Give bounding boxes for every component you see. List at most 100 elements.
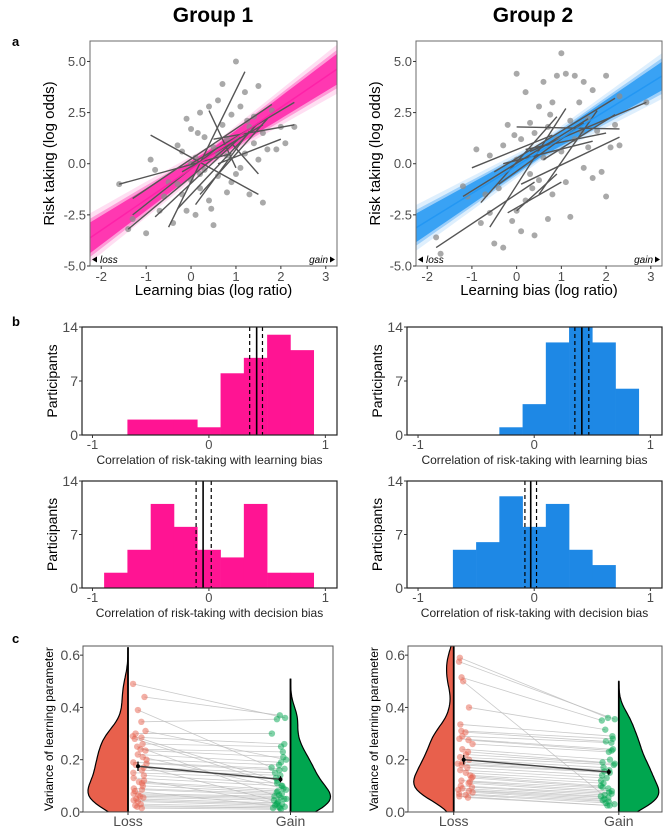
data-point	[603, 193, 610, 200]
histogram-bar	[127, 419, 151, 435]
data-point	[504, 121, 511, 128]
y-tick-label: 14	[387, 319, 403, 335]
paired-line	[137, 709, 272, 768]
paired-line	[137, 806, 274, 809]
x-tick-label: -2	[95, 269, 107, 284]
data-point	[228, 111, 235, 118]
loss-point	[138, 766, 146, 774]
data-point	[197, 109, 204, 116]
loss-point	[457, 766, 464, 774]
data-point	[206, 103, 213, 110]
data-point	[477, 220, 484, 227]
histogram-bar	[243, 503, 268, 588]
y-axis-title: Variance of learning parameter	[42, 647, 56, 811]
x-tick-label: 0	[205, 437, 212, 452]
data-point	[192, 211, 199, 218]
x-tick-label: 0	[205, 590, 212, 605]
gain-point	[281, 765, 288, 773]
paired-line	[140, 803, 280, 808]
participant-fit-line	[213, 124, 295, 140]
x-tick-label: 1	[322, 437, 329, 452]
data-point	[536, 177, 542, 184]
paired-line	[467, 767, 603, 776]
histogram-bar	[569, 549, 593, 588]
y-tick-label: 0.6	[61, 647, 81, 663]
data-point	[558, 50, 565, 57]
mean-connector	[137, 765, 281, 781]
participant-fit-line	[471, 134, 553, 169]
gain-point	[604, 802, 611, 809]
data-point	[255, 83, 262, 89]
paired-line	[460, 769, 607, 779]
data-point	[255, 156, 262, 163]
data-point	[580, 78, 587, 85]
data-point	[210, 222, 217, 229]
data-point	[518, 228, 525, 235]
histogram-bar	[545, 503, 570, 588]
regression-line	[90, 68, 337, 239]
x-tick-label: 0	[531, 437, 538, 452]
gain-point	[273, 715, 281, 723]
gain-violin	[289, 678, 332, 812]
participant-fit-line	[543, 114, 616, 161]
data-point	[495, 185, 502, 192]
histogram-bar	[452, 549, 477, 588]
y-tick-label: 0.0	[394, 156, 412, 171]
y-tick-label: 7	[70, 373, 78, 389]
x-tick-label: 1	[647, 590, 654, 605]
data-point	[616, 142, 623, 149]
gain-point	[598, 717, 606, 724]
paired-line	[461, 730, 613, 740]
y-tick-label: 0.4	[386, 699, 406, 715]
histogram-bar	[290, 350, 315, 435]
y-tick-label: 0.0	[68, 156, 86, 171]
data-point	[603, 72, 610, 79]
data-point	[576, 99, 583, 106]
data-point	[232, 170, 239, 177]
gain-point	[604, 714, 612, 722]
paired-line	[141, 718, 277, 723]
paired-line	[472, 743, 609, 753]
paired-line	[145, 750, 284, 758]
x-tick-label: -1	[87, 437, 99, 452]
y-tick-label: 7	[395, 527, 403, 543]
paired-line	[146, 759, 280, 766]
x-tick-label: 0	[531, 590, 538, 605]
chart-b-group1-learning: -1 0 1 0 7 14 Correlation of risk-taking with …	[44, 319, 338, 467]
data-point	[147, 156, 154, 163]
x-tick-label: Gain	[604, 813, 634, 827]
gain-point	[610, 761, 617, 769]
paired-line	[141, 737, 285, 745]
histogram-bar	[243, 357, 268, 435]
gain-point	[281, 714, 289, 722]
right-arrow-icon	[330, 256, 335, 263]
data-point	[589, 175, 596, 182]
plot-border	[82, 645, 334, 813]
gain-point	[277, 806, 285, 812]
paired-line	[462, 680, 615, 805]
data-point	[562, 179, 569, 186]
data-point	[459, 183, 466, 190]
left-arrow-icon	[418, 256, 423, 263]
x-axis-title: Learning bias (log ratio)	[135, 282, 293, 299]
participant-fit-line	[150, 134, 259, 196]
y-axis-title: Participants	[44, 344, 60, 417]
loss-annotation: loss	[426, 255, 444, 266]
y-tick-label: 0.2	[386, 752, 406, 768]
participant-fit-line	[493, 97, 616, 173]
data-point	[250, 140, 257, 147]
chart-a-group1: loss gain -2 -1 0 1 2 3 -5.0 -2.5 0.0 2.5 5.0 Learnin…	[41, 40, 338, 299]
loss-point	[130, 769, 137, 776]
x-tick-label: 1	[232, 269, 239, 284]
loss-point	[140, 772, 148, 779]
paired-line	[140, 748, 283, 753]
gain-point	[283, 795, 290, 803]
histogram-bar	[127, 549, 151, 588]
data-point	[580, 164, 587, 171]
data-point	[589, 87, 596, 94]
data-point	[518, 136, 525, 143]
data-point	[598, 168, 605, 175]
data-point	[473, 146, 480, 153]
loss-point	[459, 746, 466, 753]
loss-point	[464, 794, 472, 801]
